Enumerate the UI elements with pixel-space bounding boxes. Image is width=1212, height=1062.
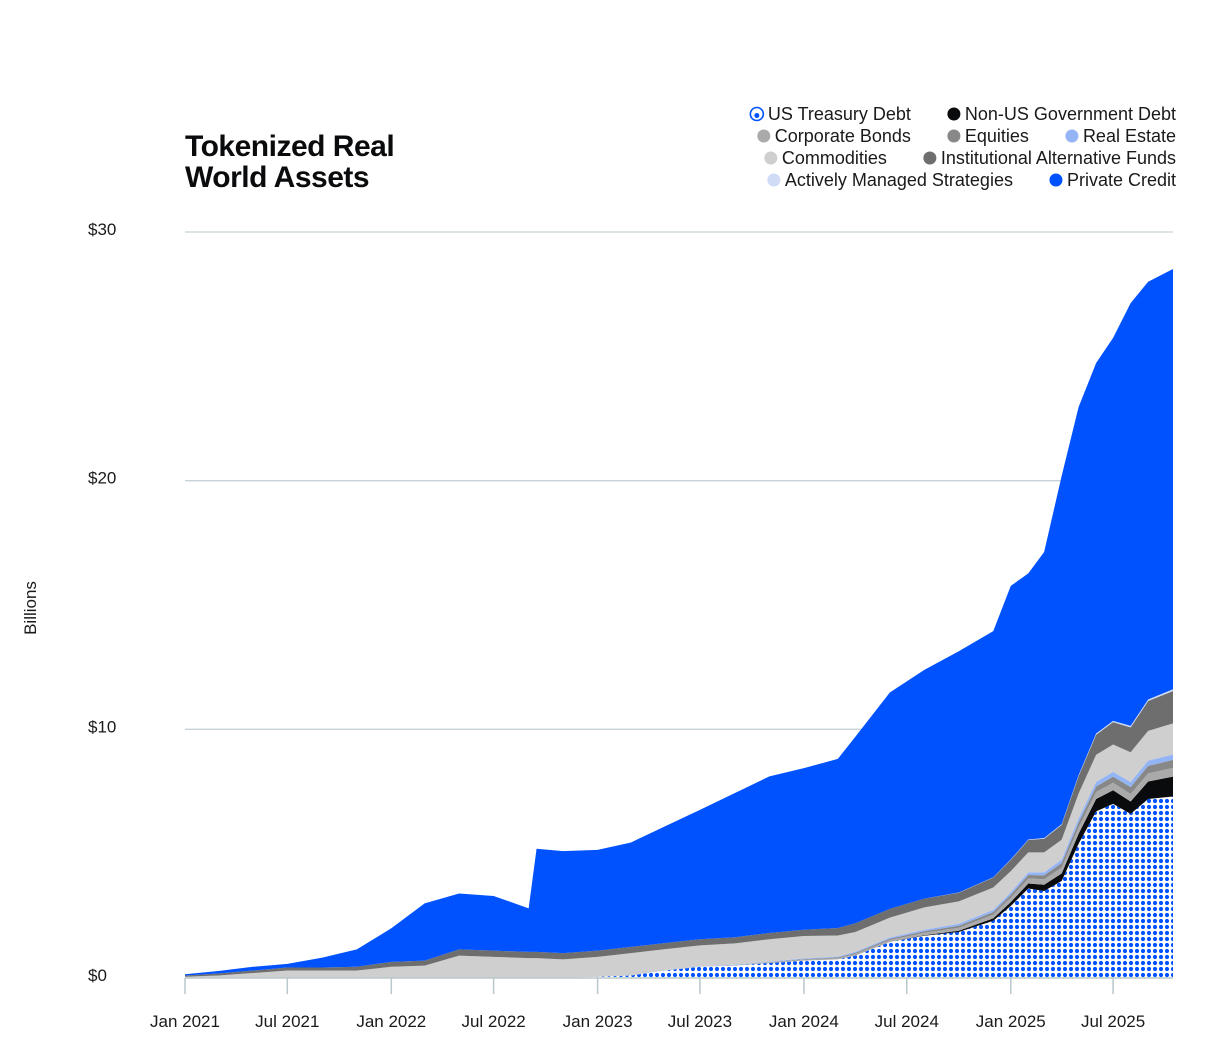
legend-item-commodities: Commodities [764,148,887,168]
y-tick-label: $0 [88,966,107,985]
legend-label: Corporate Bonds [775,126,911,146]
legend-item-private-credit: Private Credit [1049,170,1176,190]
y-axis-label: Billions [21,581,40,635]
area-commodities [185,723,1173,978]
stacked-areas [185,269,1173,978]
legend-label: Real Estate [1083,126,1176,146]
x-tick-label: Jul 2021 [255,1012,319,1031]
legend-marker [757,129,771,143]
x-tick-label: Jul 2022 [461,1012,525,1031]
x-tick-label: Jan 2024 [769,1012,839,1031]
x-axis: Jan 2021 Jul 2021 Jan 2022 Jul 2022 Jan 2023… [150,977,1173,1031]
chart-title-line-1: Tokenized Real [185,130,394,163]
x-tick-label: Jan 2025 [976,1012,1046,1031]
legend-marker [1065,129,1079,143]
legend-label: Institutional Alternative Funds [941,148,1176,168]
legend-marker [1049,173,1063,187]
chart-title-line-2: World Assets [185,161,369,194]
legend-label: US Treasury Debt [768,104,911,124]
legend-label: Equities [965,126,1029,146]
x-tick-label: Jul 2024 [875,1012,939,1031]
legend-label: Actively Managed Strategies [785,170,1013,190]
x-tick-label: Jul 2023 [668,1012,732,1031]
x-tick-label: Jul 2025 [1081,1012,1145,1031]
legend-marker [767,173,781,187]
legend-label: Non-US Government Debt [965,104,1176,124]
legend-label: Private Credit [1067,170,1176,190]
legend-marker [923,151,937,165]
legend-item-us-treasury-debt: US Treasury Debt [749,104,911,124]
legend-item-non-us-government-debt: Non-US Government Debt [947,104,1176,124]
area-us-treasury-debt [185,796,1173,978]
legend-marker [947,129,961,143]
y-axis: $0 $10 $20 $30 [88,220,116,985]
legend: US Treasury Debt Non-US Government Debt Co… [749,104,1176,190]
area-institutional-alternative-funds [185,691,1173,977]
legend-item-real-estate: Real Estate [1065,126,1176,146]
x-tick-label: Jan 2022 [356,1012,426,1031]
y-tick-label: $10 [88,717,116,736]
legend-item-actively-managed-strategies: Actively Managed Strategies [767,170,1013,190]
legend-label: Commodities [782,148,887,168]
y-tick-label: $20 [88,469,116,488]
legend-item-institutional-alternative-funds: Institutional Alternative Funds [923,148,1176,168]
legend-item-equities: Equities [947,126,1029,146]
legend-marker [764,151,778,165]
area-private-credit [185,269,1173,976]
legend-marker-dot [754,113,760,118]
x-tick-label: Jan 2023 [563,1012,633,1031]
x-tick-label: Jan 2021 [150,1012,220,1031]
y-tick-label: $30 [88,220,116,239]
legend-item-corporate-bonds: Corporate Bonds [757,126,911,146]
legend-marker [947,107,961,121]
